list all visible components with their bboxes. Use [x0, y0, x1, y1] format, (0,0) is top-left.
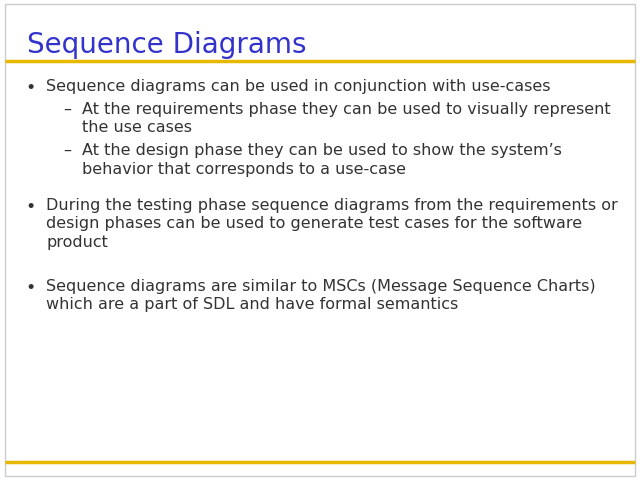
Text: –: –: [63, 143, 71, 158]
Text: •: •: [26, 279, 36, 297]
Text: –: –: [63, 102, 71, 117]
Text: During the testing phase sequence diagrams from the requirements or
design phase: During the testing phase sequence diagra…: [46, 198, 618, 250]
Text: Sequence Diagrams: Sequence Diagrams: [27, 31, 307, 59]
Text: Sequence diagrams can be used in conjunction with use-cases: Sequence diagrams can be used in conjunc…: [46, 79, 550, 94]
Text: At the design phase they can be used to show the system’s
behavior that correspo: At the design phase they can be used to …: [82, 143, 562, 177]
Text: Sequence diagrams are similar to MSCs (Message Sequence Charts)
which are a part: Sequence diagrams are similar to MSCs (M…: [46, 279, 596, 312]
Text: •: •: [26, 198, 36, 216]
Text: •: •: [26, 79, 36, 97]
Text: At the requirements phase they can be used to visually represent
the use cases: At the requirements phase they can be us…: [82, 102, 611, 135]
